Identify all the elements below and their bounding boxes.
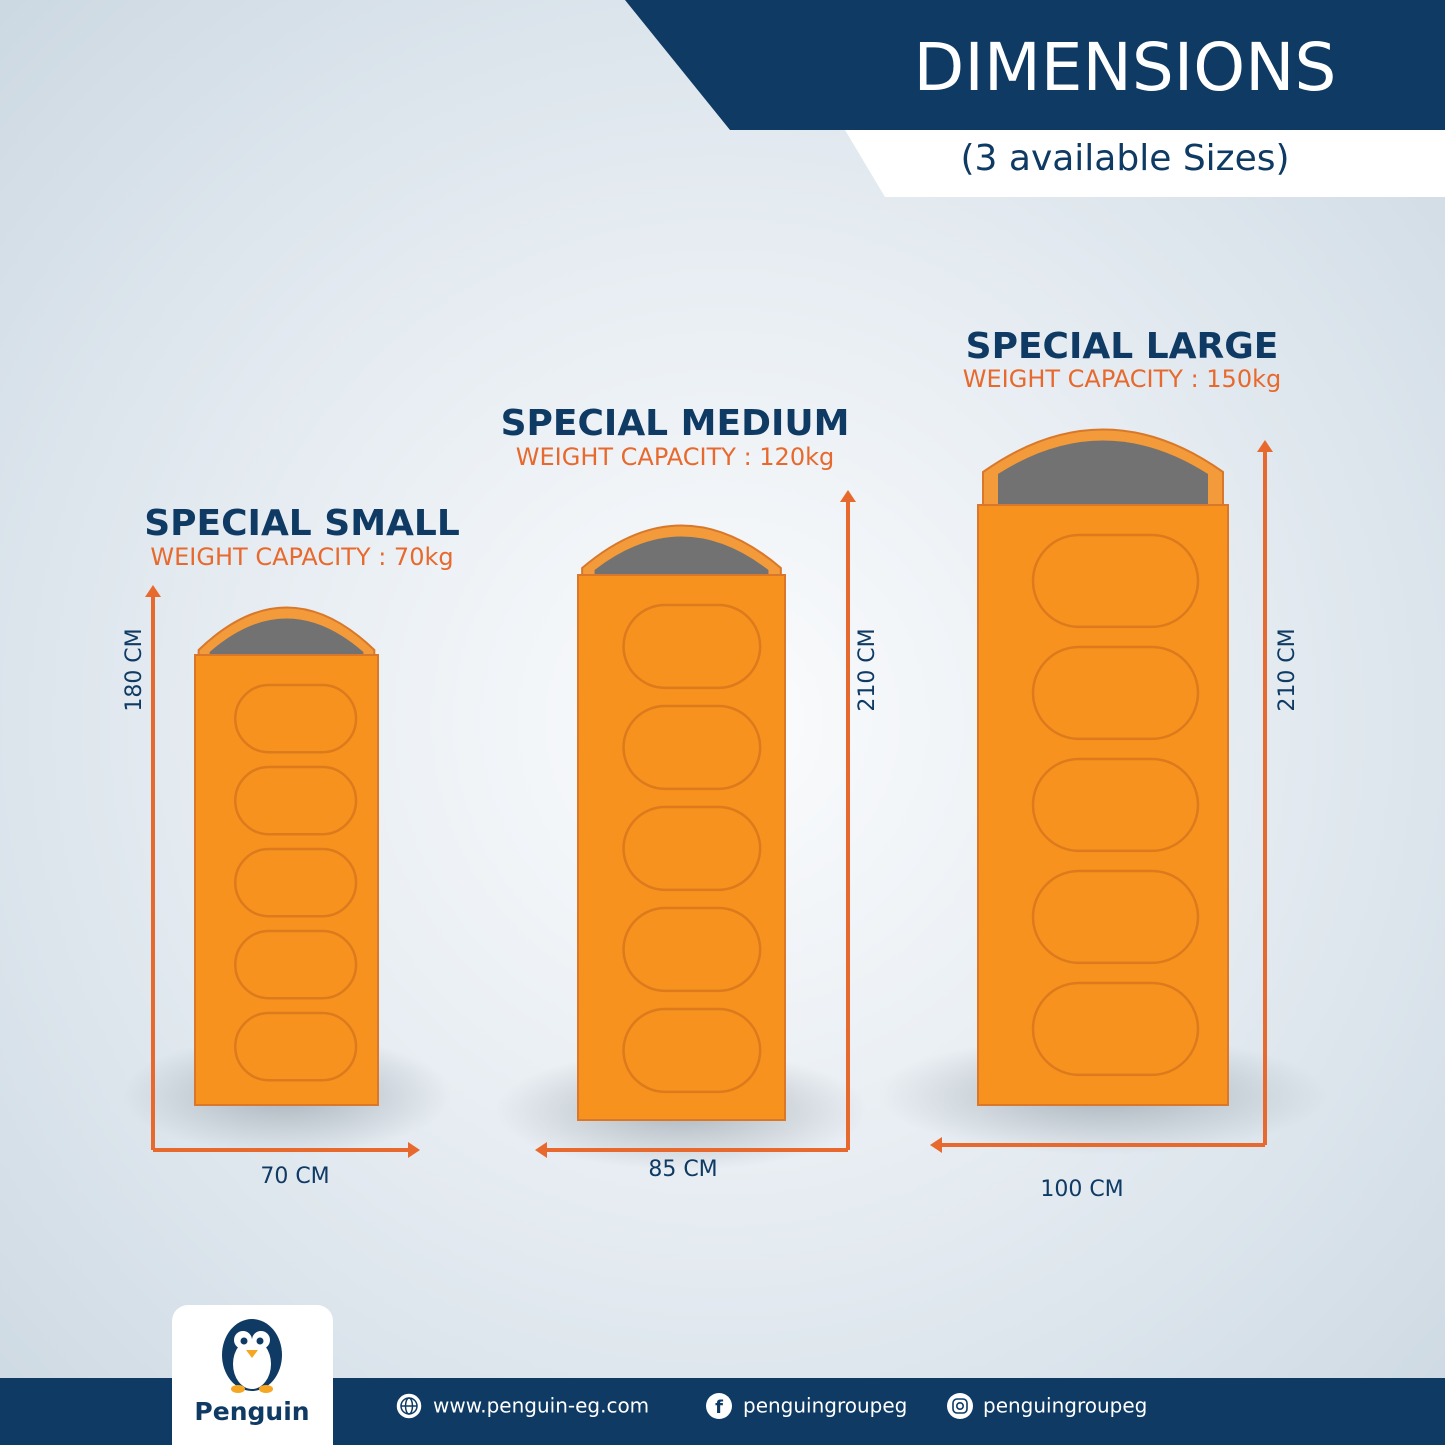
facebook-icon: f [706,1393,732,1419]
quilt [234,929,358,1000]
arrow-head [535,1142,547,1158]
instagram[interactable]: penguingroupeg [983,1394,1147,1418]
quilt [234,847,358,918]
quilt [234,683,358,754]
penguin-logo [222,1319,282,1393]
bag-body [977,504,1229,1106]
subtitle: (3 available Sizes) [960,138,1289,179]
web-icon [395,1392,423,1420]
quilt [1031,533,1200,629]
quilt [1031,981,1200,1077]
hood-inner [594,536,769,575]
length-label: 210 CM [1275,628,1300,711]
website[interactable]: www.penguin-eg.com [433,1394,649,1418]
hood-inner [998,440,1208,505]
subtitle-banner [845,130,1445,197]
sleeping-bag [121,606,452,1155]
arrow-head [840,490,856,502]
hood-inner [209,618,364,655]
capacity: WEIGHT CAPACITY : 150kg [963,365,1281,393]
arrow-head [408,1142,420,1158]
quilt [622,603,762,690]
quilt [1031,757,1200,853]
width-label: 70 CM [260,1164,329,1189]
facebook[interactable]: penguingroupeg [743,1394,907,1418]
width-label: 100 CM [1040,1177,1123,1202]
quilt [234,1011,358,1082]
quilt [622,805,762,892]
quilt [1031,869,1200,965]
bag-body [194,654,379,1106]
product-name: SPECIAL MEDIUM [501,403,850,444]
product-name: SPECIAL SMALL [144,503,460,544]
length-label: 180 CM [122,628,147,711]
sleeping-bag [495,524,868,1170]
length-label: 210 CM [855,628,880,711]
svg-text:f: f [715,1397,723,1418]
arrow-head [1257,440,1273,452]
title-banner [625,0,1445,130]
capacity: WEIGHT CAPACITY : 70kg [150,543,453,571]
sleeping-bag [878,428,1328,1155]
instagram-icon [947,1393,973,1419]
quilt [622,1007,762,1094]
product-name: SPECIAL LARGE [966,326,1279,367]
capacity: WEIGHT CAPACITY : 120kg [516,443,834,471]
quilt [234,765,358,836]
arrow-head [930,1137,942,1153]
width-label: 85 CM [648,1157,717,1182]
quilt [1031,645,1200,741]
quilt [622,906,762,993]
quilt [622,704,762,791]
bag-body [577,574,786,1121]
brand: Penguin [194,1397,309,1426]
arrow-head [145,585,161,597]
title: DIMENSIONS [914,29,1337,106]
